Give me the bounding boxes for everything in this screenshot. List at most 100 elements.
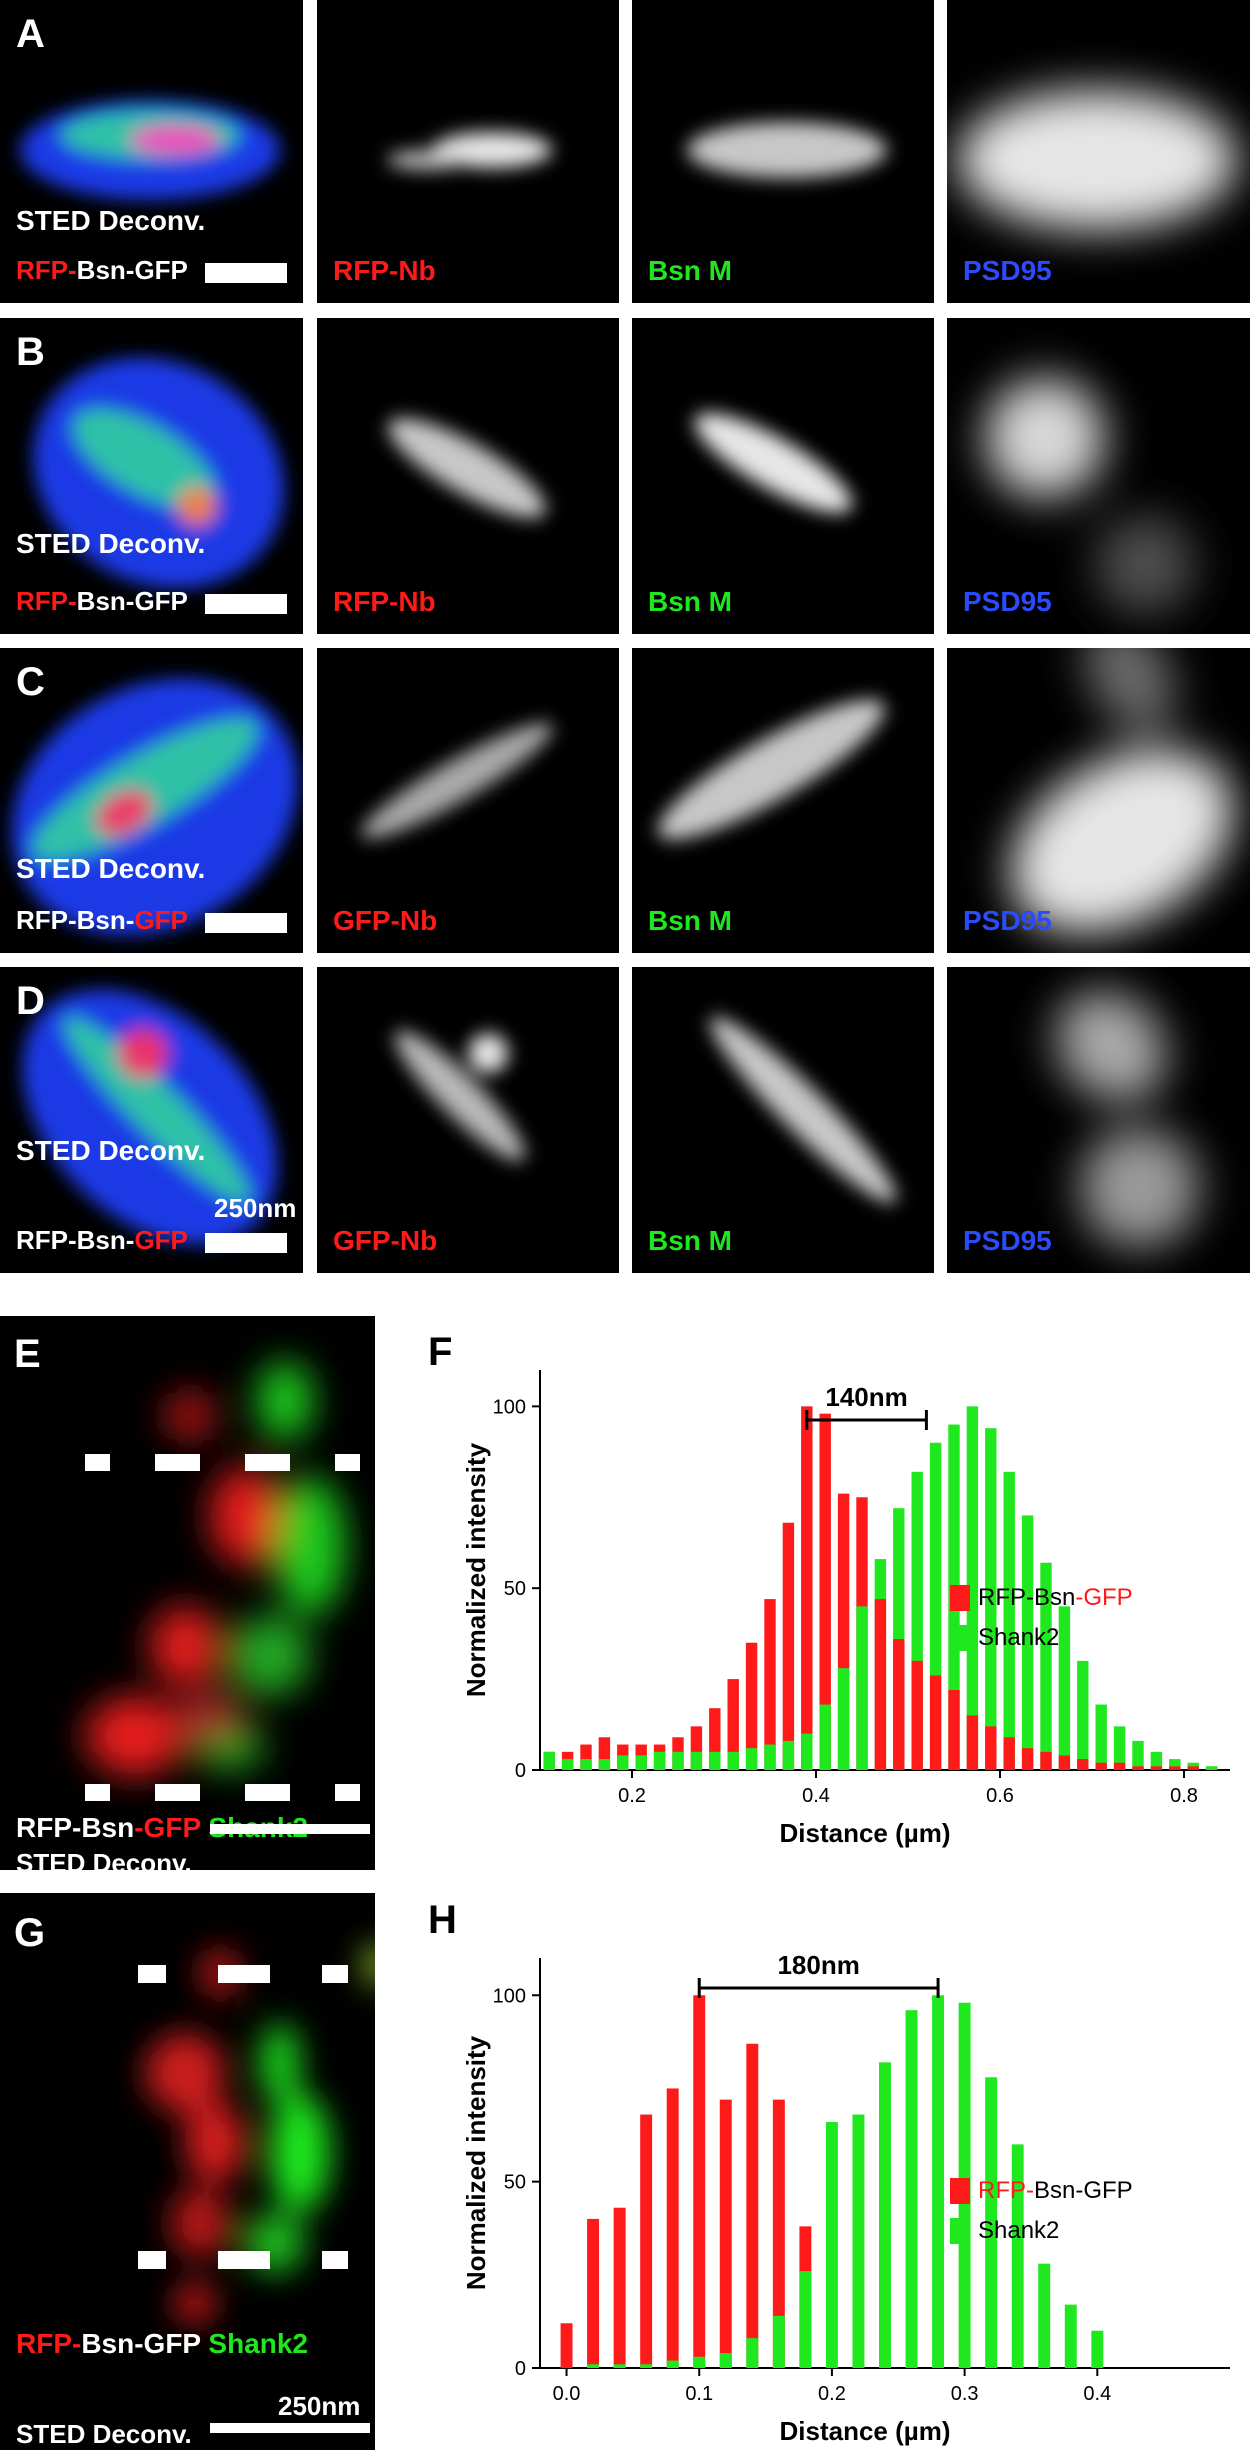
bar-shank2 bbox=[1021, 1515, 1034, 1770]
channel-label: Bsn M bbox=[648, 905, 732, 936]
microscopy-image bbox=[361, 723, 553, 839]
bar-shank2 bbox=[905, 2010, 918, 2368]
bar-shank2 bbox=[1064, 2304, 1077, 2368]
panel-letter: A bbox=[16, 12, 45, 56]
bar-shank2 bbox=[1011, 2144, 1024, 2368]
channel-image-panel: RFP-Nb bbox=[317, 318, 619, 634]
channel-image-panel: RFP-Nb bbox=[317, 0, 619, 303]
microscopy-image bbox=[20, 100, 280, 200]
panel-letter: G bbox=[14, 1911, 46, 1955]
profile-line-markers bbox=[138, 1965, 348, 2269]
bar-rfp-bsn-gfp bbox=[587, 2218, 600, 2368]
bar-shank2 bbox=[1003, 1471, 1015, 1770]
bar-rfp-bsn-gfp bbox=[911, 1660, 923, 1770]
bar-shank2 bbox=[801, 1733, 813, 1770]
bar-shank2 bbox=[561, 1759, 574, 1770]
bar-rfp-bsn-gfp bbox=[893, 1639, 905, 1770]
microscopy-image bbox=[388, 418, 546, 518]
distance-label: 180nm bbox=[777, 1950, 859, 1980]
scale-bar-label: 250nm bbox=[214, 1193, 297, 1223]
bar-shank2 bbox=[727, 1751, 739, 1770]
bar-shank2 bbox=[690, 1751, 703, 1770]
sted-deconv-label: STED Deconv. bbox=[16, 205, 206, 236]
merge-image-panel: D STED Deconv. RFP-Bsn-GFP 250nm bbox=[0, 967, 303, 1273]
bar-rfp-bsn-gfp bbox=[1077, 1759, 1089, 1770]
bar-shank2 bbox=[1091, 2330, 1104, 2368]
y-tick-label: 50 bbox=[504, 2172, 526, 2194]
bar-shank2 bbox=[772, 2315, 785, 2368]
bar-rfp-bsn-gfp bbox=[837, 1493, 850, 1770]
microscopy-image bbox=[11, 678, 299, 935]
x-axis-label: Distance (µm) bbox=[779, 1818, 950, 1848]
channel-label: Bsn M bbox=[648, 586, 732, 617]
channel-label: GFP-Nb bbox=[333, 905, 438, 936]
distance-label: 140nm bbox=[825, 1382, 907, 1412]
bar-rfp-bsn-gfp bbox=[560, 2323, 573, 2368]
microscopy-image bbox=[33, 357, 284, 589]
y-axis-label: Normalized intensity bbox=[461, 2035, 491, 2290]
construct-label: RFP-Bsn-GFP bbox=[16, 905, 188, 935]
y-tick-label: 50 bbox=[504, 1578, 526, 1600]
bar-rfp-bsn-gfp bbox=[1003, 1737, 1015, 1770]
legend-swatch bbox=[950, 1625, 970, 1651]
bar-shank2 bbox=[1058, 1606, 1071, 1770]
x-tick-label: 0.1 bbox=[685, 2383, 713, 2405]
legend-label: Shank2 bbox=[978, 2217, 1059, 2244]
sted-deconv-label: STED Deconv. bbox=[16, 1848, 192, 1870]
bar-shank2 bbox=[1132, 1740, 1144, 1770]
legend-swatch bbox=[950, 2218, 970, 2244]
bar-shank2 bbox=[617, 1755, 629, 1770]
channel-label: PSD95 bbox=[963, 255, 1052, 286]
sted-deconv-label: STED Deconv. bbox=[16, 528, 206, 559]
channel-image-panel: PSD95 bbox=[947, 318, 1250, 634]
bar-shank2 bbox=[693, 2356, 706, 2368]
bar-shank2 bbox=[932, 1995, 945, 2368]
x-tick-label: 0.6 bbox=[986, 1785, 1014, 1807]
legend-swatch bbox=[950, 1585, 970, 1611]
merge-image-panel: A STED Deconv. RFP-Bsn-GFP bbox=[0, 0, 303, 303]
scale-bar bbox=[205, 1233, 287, 1253]
channel-label: RFP-Nb bbox=[333, 586, 436, 617]
bar-rfp-bsn-gfp bbox=[985, 1726, 997, 1770]
scale-bar-label: 250nm bbox=[278, 2391, 361, 2421]
bar-rfp-bsn-gfp bbox=[801, 1406, 813, 1770]
bar-rfp-bsn-gfp bbox=[613, 2207, 626, 2368]
microscopy-image bbox=[687, 122, 887, 178]
panel-letter: B bbox=[16, 330, 45, 374]
channel-label: PSD95 bbox=[963, 905, 1052, 936]
channel-image-panel: GFP-Nb bbox=[317, 648, 619, 953]
channel-image-panel: Bsn M bbox=[632, 318, 934, 634]
microscopy-image bbox=[709, 1016, 897, 1204]
profile-line-markers bbox=[85, 1454, 360, 1801]
sted-deconv-label: STED Deconv. bbox=[16, 2419, 192, 2449]
sted-deconv-label: STED Deconv. bbox=[16, 853, 206, 884]
scale-bar bbox=[210, 1824, 370, 1834]
bar-shank2 bbox=[837, 1668, 850, 1770]
bar-rfp-bsn-gfp bbox=[1095, 1762, 1107, 1770]
bar-rfp-bsn-gfp bbox=[666, 2088, 679, 2368]
panel-letter: D bbox=[16, 979, 45, 1023]
construct-label: RFP-Bsn-GFP bbox=[16, 255, 188, 285]
bar-shank2 bbox=[1169, 1759, 1181, 1770]
bar-shank2 bbox=[1040, 1562, 1052, 1770]
panel-letter-f: F bbox=[428, 1330, 453, 1374]
bar-shank2 bbox=[764, 1744, 776, 1770]
scale-bar bbox=[205, 594, 287, 614]
microscopy-image bbox=[1010, 648, 1234, 933]
bar-rfp-bsn-gfp bbox=[1040, 1751, 1052, 1770]
x-tick-label: 0.2 bbox=[618, 1785, 646, 1807]
bar-shank2 bbox=[640, 2364, 653, 2368]
legend-label: RFP-Bsn-GFP bbox=[978, 1584, 1133, 1611]
x-tick-label: 0.0 bbox=[553, 2383, 581, 2405]
channel-image-panel: Bsn M bbox=[632, 0, 934, 303]
panel-g-image: G RFP-Bsn-GFP Shank2 250nm STED Deconv. bbox=[0, 1893, 375, 2450]
construct-label: RFP-Bsn-GFP bbox=[16, 1225, 188, 1255]
bar-shank2 bbox=[1150, 1751, 1163, 1770]
scale-bar bbox=[210, 2423, 370, 2433]
y-tick-label: 0 bbox=[515, 2358, 526, 2380]
bar-rfp-bsn-gfp bbox=[1058, 1755, 1071, 1770]
bar-shank2 bbox=[719, 2353, 732, 2368]
bar-rfp-bsn-gfp bbox=[948, 1690, 960, 1770]
bar-rfp-bsn-gfp bbox=[929, 1675, 942, 1770]
y-axis-label: Normalized intensity bbox=[461, 1442, 491, 1697]
